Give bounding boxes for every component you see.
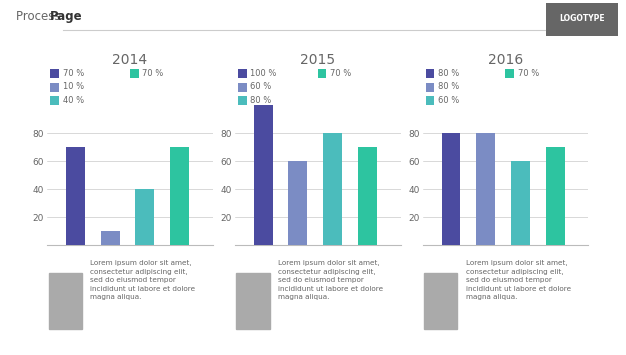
Bar: [170, 147, 189, 245]
Text: 59: 59: [552, 334, 565, 344]
Text: 2015: 2015: [300, 53, 336, 67]
Text: Lorem ipsum dolor sit amet,
consectetur adipiscing elit,
sed do eiusmod tempor
i: Lorem ipsum dolor sit amet, consectetur …: [278, 260, 383, 300]
Text: 60 %: 60 %: [250, 82, 272, 92]
Text: LOGOTYPE: LOGOTYPE: [560, 14, 605, 23]
Bar: [424, 273, 458, 329]
Bar: [49, 273, 82, 329]
Text: 2014: 2014: [112, 53, 148, 67]
Text: 70 %: 70 %: [143, 69, 163, 78]
Bar: [135, 189, 155, 245]
Text: Lorem ipsum dolor sit amet,
consectetur adipiscing elit,
sed do eiusmod tempor
i: Lorem ipsum dolor sit amet, consectetur …: [90, 260, 195, 300]
Text: 60 %: 60 %: [438, 96, 459, 105]
Text: 100 %: 100 %: [250, 69, 277, 78]
Text: 80 %: 80 %: [438, 69, 459, 78]
Text: 10 %: 10 %: [63, 82, 84, 92]
Bar: [323, 133, 342, 245]
Text: 70 %: 70 %: [63, 69, 84, 78]
Text: Process: Process: [16, 10, 64, 23]
Bar: [358, 147, 377, 245]
Text: 40 %: 40 %: [63, 96, 84, 105]
Text: Page: Page: [50, 10, 83, 23]
Bar: [237, 273, 270, 329]
Bar: [66, 147, 85, 245]
Bar: [254, 105, 273, 245]
Text: 70 %: 70 %: [518, 69, 539, 78]
Text: 80 %: 80 %: [250, 96, 272, 105]
Bar: [289, 161, 307, 245]
Bar: [511, 161, 530, 245]
Text: Lorem ipsum dolor sit amet,
consectetur adipiscing elit,
sed do eiusmod tempor
i: Lorem ipsum dolor sit amet, consectetur …: [466, 260, 571, 300]
Bar: [476, 133, 495, 245]
Text: 2016: 2016: [488, 53, 523, 67]
FancyBboxPatch shape: [546, 3, 618, 36]
Text: 80 %: 80 %: [438, 82, 459, 92]
Text: 70 %: 70 %: [331, 69, 351, 78]
Bar: [101, 231, 120, 245]
Bar: [546, 147, 565, 245]
Bar: [441, 133, 461, 245]
